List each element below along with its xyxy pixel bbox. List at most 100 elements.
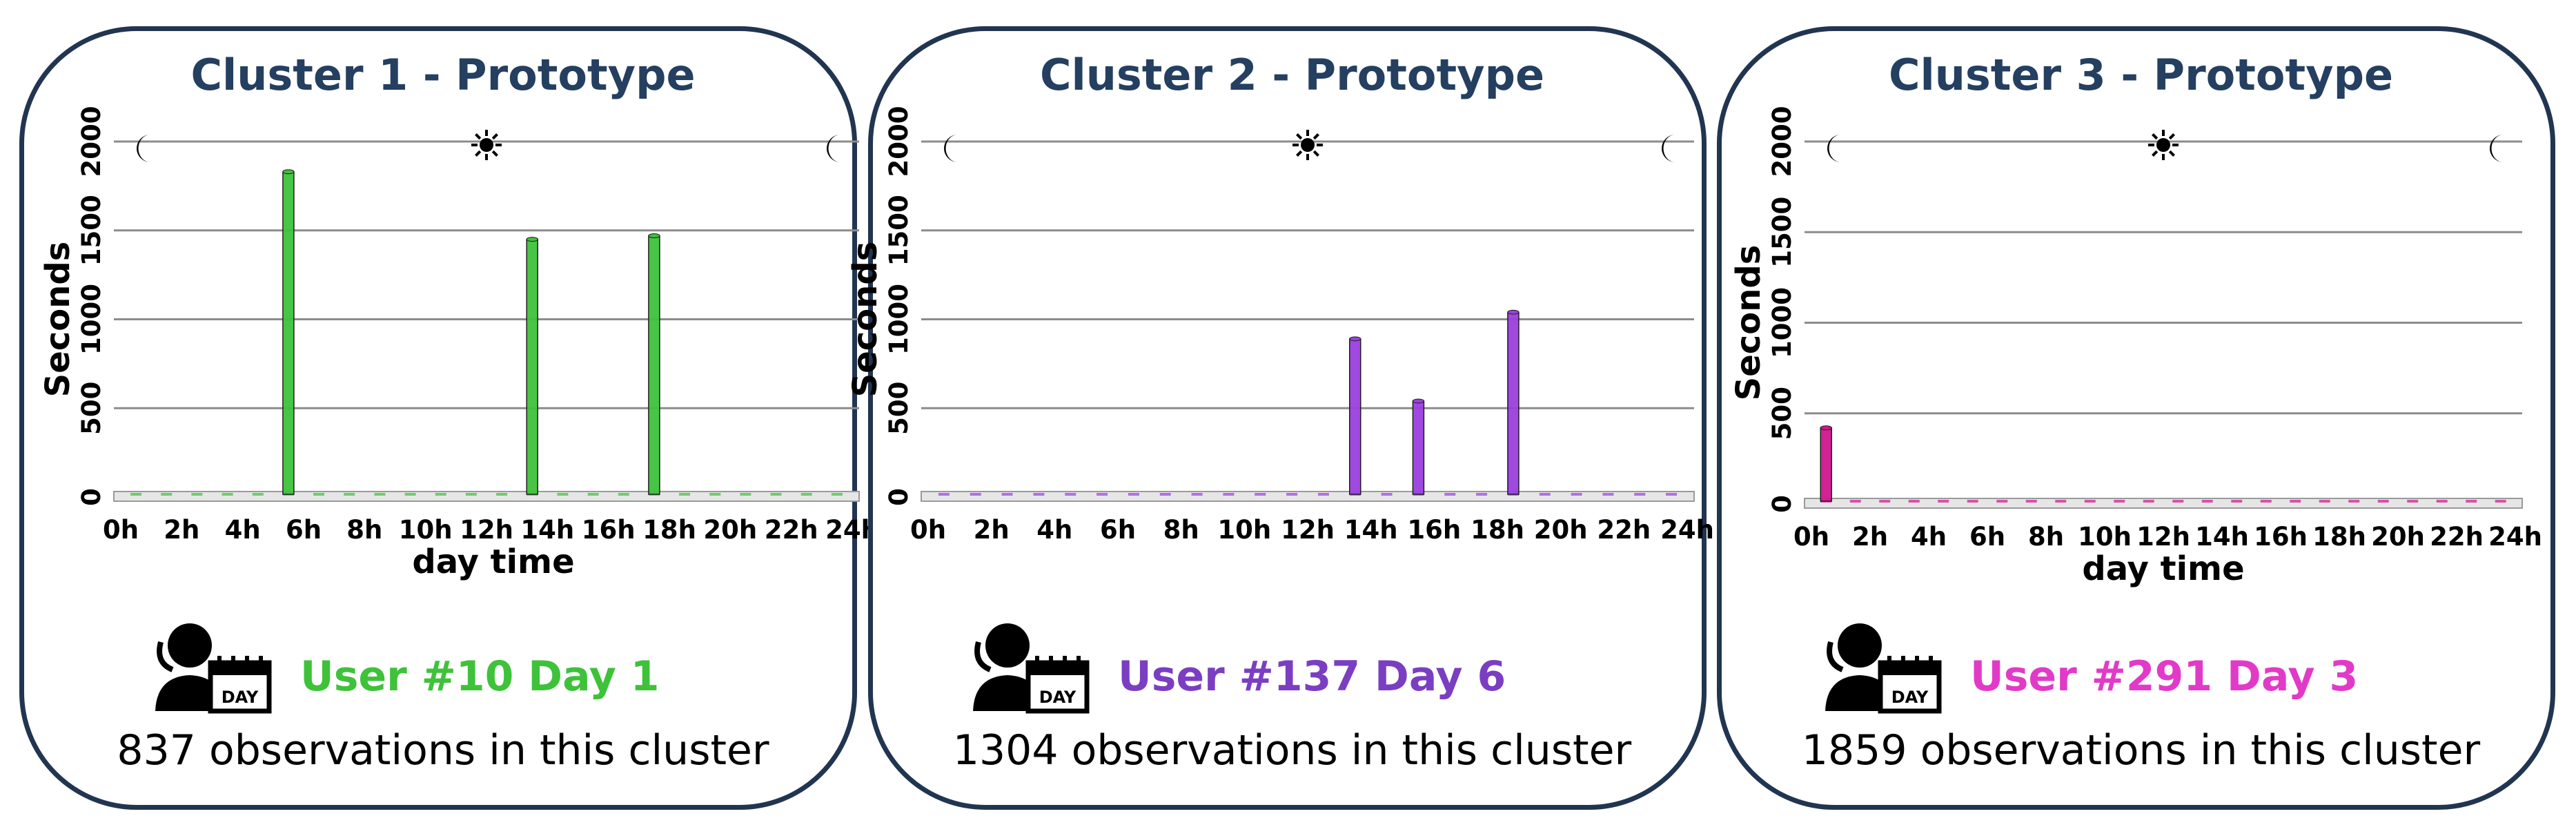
y-tick-label: 2000 [77,106,106,177]
x-tick-label: 22h [1597,515,1651,545]
sun-ray [475,150,482,157]
x-tick-label: 0h [910,515,946,545]
bar-cap [1412,398,1424,404]
calendar-ring [1076,656,1081,670]
y-axis-label: Seconds [39,242,77,398]
bar-cap [526,237,538,242]
x-tick-label: 16h [582,515,636,545]
y-axis-label: Seconds [1729,245,1768,401]
sun-icon [1292,130,1323,160]
calendar-ring [217,656,222,670]
caller-head [985,623,1030,668]
x-tick-label: 8h [346,515,382,545]
cluster-panel-2: Cluster 2 - Prototype 0 500 1000 1500 2000 0h 2… [846,26,1714,810]
cluster-panel-1: Cluster 1 - Prototype 0 500 1000 1500 2000 0h 2… [19,26,879,810]
caller-head [168,623,212,668]
caller-body [155,675,224,711]
sun-ray [2152,150,2159,157]
caller-phone [974,641,992,672]
x-tick-label: 16h [1407,515,1461,545]
cluster-chart-1: Cluster 1 - Prototype 0 500 1000 1500 2000 0h 2… [39,50,879,775]
y-tick-label: 1500 [77,195,106,266]
x-tick-label: 14h [2195,522,2249,552]
x-tick-label: 10h [1217,515,1271,545]
caller-body [973,675,1042,711]
x-tick-label: 12h [1281,515,1335,545]
plot-floor [1804,498,2523,509]
cluster-chart-3: Cluster 3 - Prototype 0 500 1000 1500 2000 0h 2… [1729,50,2542,775]
plot-floor [921,491,1695,502]
gridlines [113,140,860,502]
bar [1507,309,1520,495]
sun-disk [2156,138,2170,152]
x-tick-label: 24h [1660,515,1714,545]
bar-cap [648,233,660,238]
user-day-label: User #137 Day 6 [1118,652,1506,701]
sun-ray [1312,133,1319,140]
x-tick-label: 18h [2312,522,2366,552]
calendar-day-icon: DAY [208,656,272,714]
sun-ray [2168,133,2175,140]
x-tick-label: 6h [286,515,322,545]
sun-ray [1296,150,1303,157]
sun-icon [2148,130,2179,160]
bar-cap [1820,425,1832,431]
plot-floor [113,491,860,502]
cluster-chart-2: Cluster 2 - Prototype 0 500 1000 1500 2000 0h 2… [846,50,1714,775]
x-tick-label: 20h [2371,522,2425,552]
x-tick-label: 6h [1100,515,1136,545]
calendar-header [210,663,269,675]
x-tick-label: 2h [1852,522,1888,552]
x-tick-label: 22h [2430,522,2484,552]
bar-body [1820,427,1832,502]
calendar-header [1028,663,1087,675]
x-tick-label: 8h [1163,515,1199,545]
calendar-day-icon: DAY [1878,656,1942,714]
x-axis-label: day time [412,543,574,581]
calendar-ring [1915,656,1919,670]
sun-ray [2152,133,2159,140]
caller-head [1838,623,1882,668]
caller-phone [1827,641,1844,672]
sun-ray [491,133,498,140]
x-tick-label: 4h [1911,522,1947,552]
calendar-ring [245,656,249,670]
crescent-moon-icon [2490,135,2504,162]
crescent-moon-icon [137,135,150,162]
crescent-moon-icon [1827,135,1841,162]
bar [282,169,295,495]
x-tick-label: 2h [164,515,199,545]
y-axis-label: Seconds [846,242,885,398]
bar-body [648,235,660,495]
x-tick-label: 14h [520,515,574,545]
sun-disk [480,138,493,152]
sun-disk [1301,138,1315,152]
y-tick-label: 1500 [884,195,914,266]
x-tick-label: 14h [1344,515,1398,545]
observations-count: 837 observations in this cluster [117,726,769,775]
bar-cap [1507,309,1520,315]
x-tick-label: 18h [642,515,696,545]
bar-body [1412,400,1425,495]
calendar-ring [1929,656,1933,670]
user-day-label: User #291 Day 3 [1970,652,2358,701]
y-tick-label: 2000 [884,106,914,177]
bar [648,233,660,495]
cluster-panel-3: Cluster 3 - Prototype 0 500 1000 1500 2000 0h 2… [1717,26,2555,810]
x-tick-label: 2h [974,515,1010,545]
gridlines [921,140,1695,502]
y-tick-label: 0 [77,488,106,506]
moon-shape [137,135,150,162]
x-tick-label: 20h [703,515,757,545]
y-tick-label: 1000 [77,284,106,355]
x-tick-label: 10h [2078,522,2132,552]
bar [1820,425,1832,502]
x-tick-label: 16h [2254,522,2308,552]
observations-count: 1304 observations in this cluster [953,726,1632,775]
bar-cap [282,169,295,175]
x-tick-label: 22h [765,515,818,545]
bar-cap [1349,336,1361,342]
bar [526,237,538,495]
x-tick-label: 4h [225,515,261,545]
x-tick-label: 4h [1036,515,1072,545]
